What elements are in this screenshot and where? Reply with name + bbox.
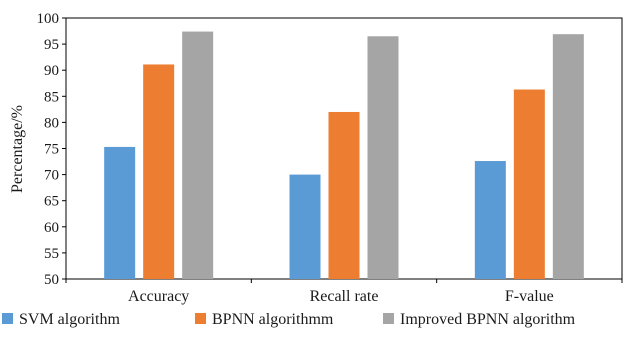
y-tick-label: 80 [44, 115, 59, 131]
x-tick-label: F-value [505, 288, 554, 305]
y-tick-label: 55 [44, 246, 59, 262]
legend-swatch [383, 313, 394, 324]
legend-swatch [195, 313, 206, 324]
bar [328, 111, 360, 280]
bar [182, 31, 214, 279]
bar [367, 36, 399, 279]
x-axis-categories: Accuracy Recall rate F-value [65, 279, 623, 305]
y-tick-label: 85 [44, 89, 59, 105]
y-tick-label: 70 [44, 168, 59, 184]
y-tick-label: 75 [44, 142, 59, 158]
legend-label: SVM algorithm [19, 311, 120, 328]
bar [513, 89, 545, 279]
y-tick-label: 50 [44, 272, 59, 288]
y-tick-label: 100 [37, 11, 60, 27]
y-tick-label: 65 [44, 194, 59, 210]
bar [104, 146, 136, 279]
bars [104, 31, 584, 280]
legend-swatch [2, 313, 13, 324]
x-tick-label: Recall rate [310, 288, 379, 305]
bar [474, 161, 506, 279]
y-tick-label: 60 [44, 220, 59, 236]
bar [289, 174, 321, 279]
legend-label: Improved BPNN algorithm [400, 311, 576, 328]
y-axis-ticks: 50 55 60 65 70 75 80 85 90 95 100 [37, 11, 66, 288]
legend-label: BPNN algorithmm [212, 311, 334, 328]
bar [552, 34, 584, 279]
bar [143, 64, 175, 279]
y-tick-label: 90 [44, 63, 59, 79]
legend: SVM algorithm BPNN algorithmm Improved BPN… [2, 311, 576, 328]
x-tick-label: Accuracy [128, 288, 189, 305]
y-tick-label: 95 [44, 37, 59, 53]
y-axis-title: Percentage/% [9, 105, 26, 193]
